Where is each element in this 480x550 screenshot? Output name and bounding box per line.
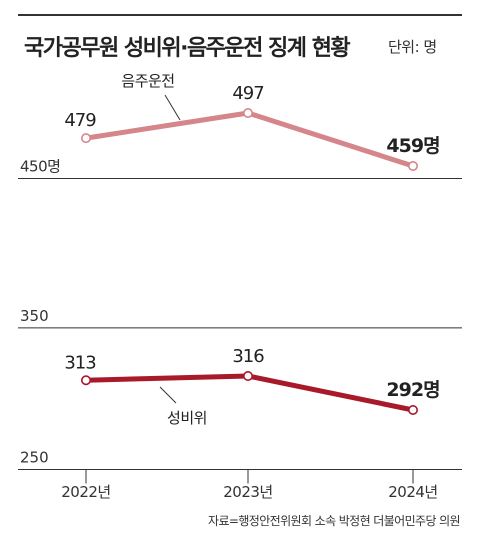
series-line-성비위 — [83, 373, 416, 413]
unit-label: 단위: 명 — [388, 38, 437, 56]
y-tick-label: 450명 — [20, 158, 60, 176]
data-point — [81, 375, 92, 386]
data-label: 459명 — [386, 135, 439, 157]
data-label: 497 — [232, 83, 263, 104]
y-tick-label: 250 — [20, 449, 49, 467]
top-rule — [18, 14, 462, 16]
series-leader-line — [159, 386, 177, 404]
series-leader-line — [164, 94, 181, 121]
x-tick-label: 2024년 — [388, 483, 437, 501]
data-point — [243, 370, 254, 381]
series-label: 성비위 — [167, 409, 207, 427]
data-label: 292명 — [386, 379, 439, 401]
data-point — [407, 161, 418, 172]
data-label: 316 — [232, 346, 264, 367]
data-label: 313 — [64, 352, 96, 373]
data-point — [243, 108, 254, 119]
y-tick-label: 350 — [20, 307, 49, 325]
chart-title: 국가공무원 성비위·음주운전 징계 현황 — [24, 36, 351, 61]
data-point — [81, 133, 92, 144]
x-tick-label: 2023년 — [223, 483, 272, 501]
data-point — [407, 404, 418, 415]
x-tick-label: 2022년 — [61, 483, 110, 501]
series-line-음주운전 — [83, 110, 416, 169]
data-label: 479 — [64, 110, 96, 131]
series-label: 음주운전 — [121, 72, 174, 90]
source-note: 자료=행정안전위원회 소속 박정현 더불어민주당 의원 — [208, 514, 461, 528]
